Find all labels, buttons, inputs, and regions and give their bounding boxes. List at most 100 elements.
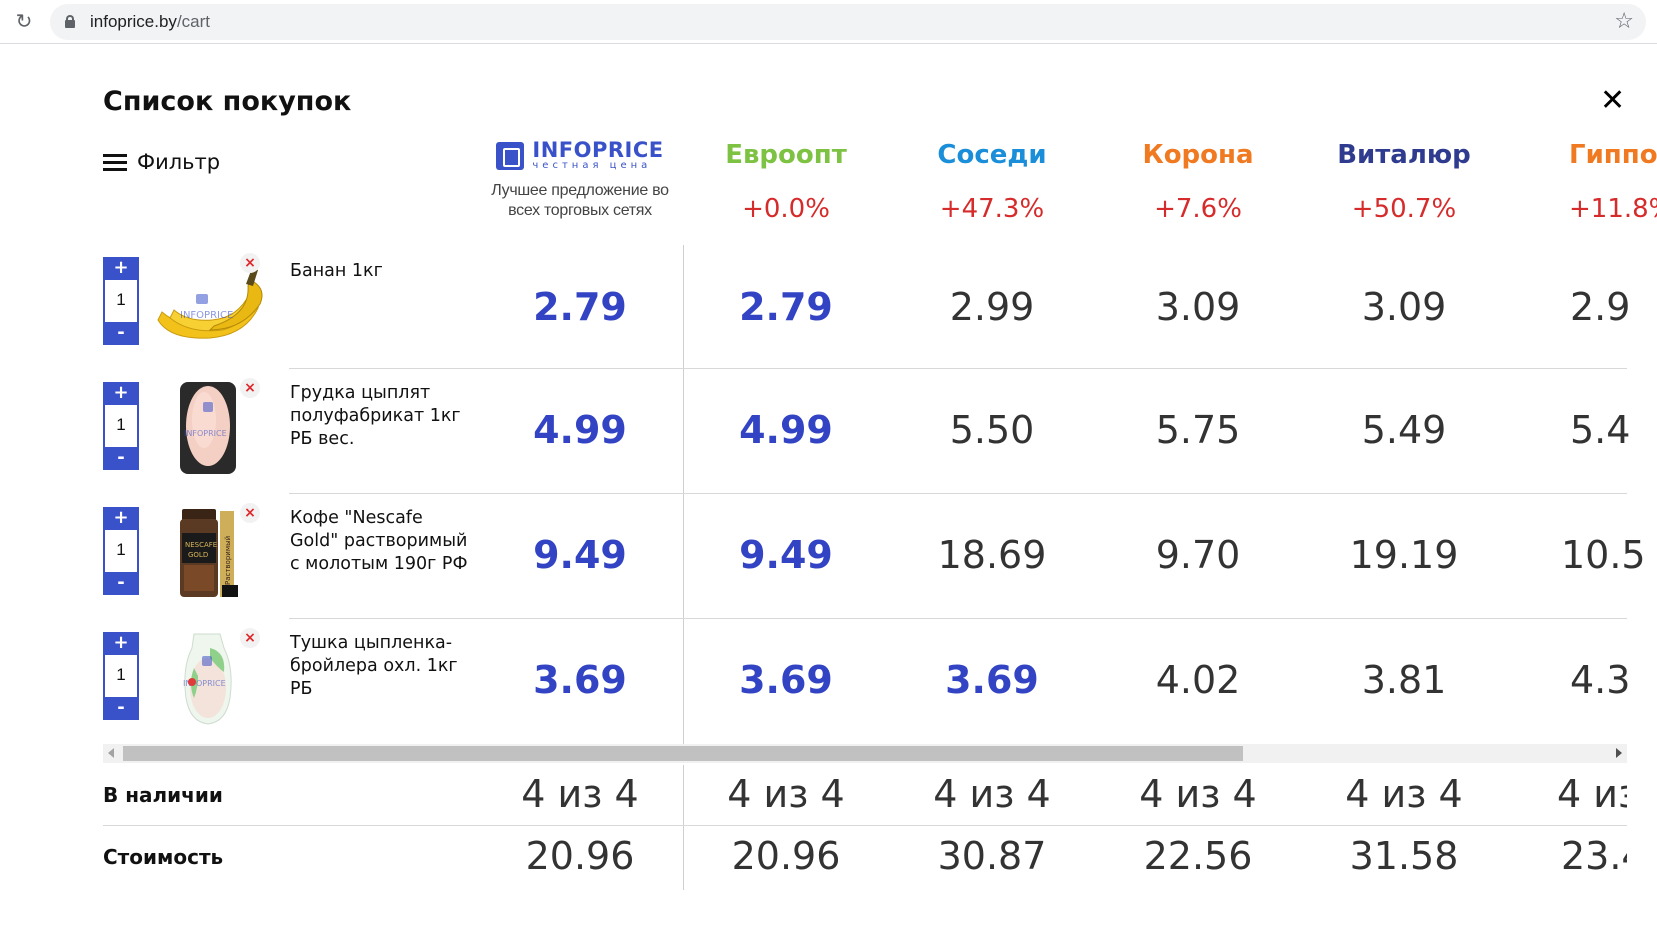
- price-gippo: 10.5: [1561, 533, 1646, 577]
- quantity-input[interactable]: 1: [103, 530, 139, 572]
- filter-button[interactable]: Фильтр: [103, 150, 220, 174]
- store-name: Соседи: [937, 140, 1047, 170]
- infoprice-logo-icon: [496, 141, 525, 170]
- column-divider: [683, 245, 684, 745]
- url-path: /cart: [176, 12, 210, 31]
- price-gippo: 2.9: [1570, 285, 1631, 329]
- quantity-stepper[interactable]: + 1 -: [103, 507, 139, 597]
- svg-text:INFOPRICE: INFOPRICE: [183, 679, 226, 688]
- close-icon[interactable]: ✕: [1600, 83, 1626, 118]
- quantity-stepper[interactable]: + 1 -: [103, 257, 139, 347]
- available-infoprice: 4 из 4: [521, 772, 639, 816]
- row-divider: [289, 493, 1627, 494]
- price-vitalur: 19.19: [1349, 533, 1459, 577]
- price-infoprice: 2.79: [533, 285, 627, 329]
- svg-text:NESCAFE: NESCAFE: [185, 541, 217, 549]
- product-name: Тушка цыпленка-бройлера охл. 1кг РБ: [290, 633, 458, 699]
- store-header-korona[interactable]: Корона +7.6%: [1095, 140, 1301, 224]
- infoprice-logo: INFOPRICE честная цена: [477, 140, 683, 171]
- price-korona: 9.70: [1155, 533, 1241, 577]
- lock-icon[interactable]: [65, 15, 75, 28]
- cost-gippo: 23.4: [1561, 834, 1627, 878]
- store-diff: +47.3%: [939, 194, 1045, 224]
- available-sosedi: 4 из 4: [933, 772, 1051, 816]
- address-bar[interactable]: infoprice.by/cart ☆: [50, 4, 1646, 40]
- remove-item-button[interactable]: ×: [240, 628, 260, 648]
- decrease-button[interactable]: -: [103, 447, 139, 470]
- svg-text:GOLD: GOLD: [188, 551, 208, 559]
- store-diff: +0.0%: [742, 194, 830, 224]
- price-infoprice: 3.69: [533, 658, 627, 702]
- price-sosedi: 18.69: [937, 533, 1047, 577]
- scroll-right-arrow-icon[interactable]: [1616, 748, 1622, 758]
- price-infoprice: 9.49: [533, 533, 627, 577]
- bookmark-star-icon[interactable]: ☆: [1614, 9, 1634, 34]
- quantity-input[interactable]: 1: [103, 405, 139, 447]
- chicken-carcass-image: INFOPRICE: [183, 633, 232, 725]
- scroll-left-arrow-icon[interactable]: [108, 748, 114, 758]
- price-sosedi: 5.50: [949, 408, 1035, 452]
- available-korona: 4 из 4: [1139, 772, 1257, 816]
- url-domain: infoprice.by: [90, 12, 177, 31]
- filter-label: Фильтр: [137, 150, 221, 174]
- chicken-breast-image: INFOPRICE: [180, 382, 236, 474]
- store-header-vitalur[interactable]: Виталюр +50.7%: [1301, 140, 1507, 224]
- decrease-button[interactable]: -: [103, 322, 139, 345]
- cost-vitalur: 31.58: [1349, 834, 1459, 878]
- remove-item-button[interactable]: ×: [240, 378, 260, 398]
- product-name: Кофе "Nescafe Gold" растворимый с молоты…: [290, 508, 468, 574]
- price-vitalur: 3.09: [1361, 285, 1447, 329]
- url-text[interactable]: infoprice.by/cart: [90, 12, 210, 32]
- store-diff: +11.8%: [1569, 194, 1657, 224]
- increase-button[interactable]: +: [103, 632, 139, 655]
- row-divider: [289, 368, 1627, 369]
- decrease-button[interactable]: -: [103, 572, 139, 595]
- price-korona: 4.02: [1155, 658, 1241, 702]
- row-divider: [289, 618, 1627, 619]
- remove-item-button[interactable]: ×: [240, 253, 260, 273]
- quantity-stepper[interactable]: + 1 -: [103, 632, 139, 722]
- available-gippo: 4 из 4: [1557, 772, 1627, 816]
- quantity-stepper[interactable]: + 1 -: [103, 382, 139, 472]
- increase-button[interactable]: +: [103, 382, 139, 405]
- quantity-input[interactable]: 1: [103, 280, 139, 322]
- price-sosedi: 3.69: [945, 658, 1039, 702]
- best-offer-caption: Лучшее предложение во всех торговых сетя…: [477, 181, 683, 221]
- available-vitalur: 4 из 4: [1345, 772, 1463, 816]
- price-vitalur: 3.81: [1361, 658, 1447, 702]
- best-offer-line-2: всех торговых сетях: [508, 202, 652, 219]
- reload-icon[interactable]: ↻: [15, 9, 33, 33]
- available-evroopt: 4 из 4: [727, 772, 845, 816]
- price-gippo: 5.4: [1570, 408, 1631, 452]
- product-row-chicken-carcass: + 1 - INFOPRICE × Тушка цыпленка-бройлер…: [0, 620, 1657, 745]
- svg-text:INFOPRICE: INFOPRICE: [180, 310, 233, 321]
- decrease-button[interactable]: -: [103, 697, 139, 720]
- store-diff: +7.6%: [1154, 194, 1242, 224]
- product-name: Банан 1кг: [290, 261, 383, 281]
- store-name: Виталюр: [1337, 140, 1471, 170]
- summary-divider: [103, 825, 1627, 826]
- cost-sosedi: 30.87: [937, 834, 1047, 878]
- price-evroopt: 3.69: [739, 658, 833, 702]
- remove-item-button[interactable]: ×: [240, 503, 260, 523]
- page-title: Список покупок: [103, 86, 352, 117]
- store-header-evroopt[interactable]: Евроопт +0.0%: [683, 140, 889, 224]
- available-label: В наличии: [103, 783, 223, 807]
- product-row-banana: + 1 - INFOPRICE × Банан 1кг 2.79 2.79 2.…: [0, 245, 1657, 370]
- svg-text:Растворимый: Растворимый: [224, 536, 232, 585]
- quantity-input[interactable]: 1: [103, 655, 139, 697]
- store-header-sosedi[interactable]: Соседи +47.3%: [889, 140, 1095, 224]
- increase-button[interactable]: +: [103, 507, 139, 530]
- store-name: Корона: [1142, 140, 1254, 170]
- price-sosedi: 2.99: [949, 285, 1035, 329]
- svg-text:INFOPRICE: INFOPRICE: [184, 429, 227, 438]
- scrollbar-thumb[interactable]: [123, 746, 1243, 761]
- product-row-coffee: + 1 - NESCAFE GOLD Растворимый × Кофе "N…: [0, 495, 1657, 620]
- store-header-gippo[interactable]: Гиппо +11.8%: [1507, 140, 1657, 224]
- increase-button[interactable]: +: [103, 257, 139, 280]
- horizontal-scrollbar[interactable]: [103, 744, 1627, 763]
- coffee-jar-image: NESCAFE GOLD Растворимый: [180, 509, 238, 597]
- filter-icon: [103, 152, 127, 172]
- best-offer-line-1: Лучшее предложение во: [491, 182, 669, 199]
- cost-label: Стоимость: [103, 845, 224, 869]
